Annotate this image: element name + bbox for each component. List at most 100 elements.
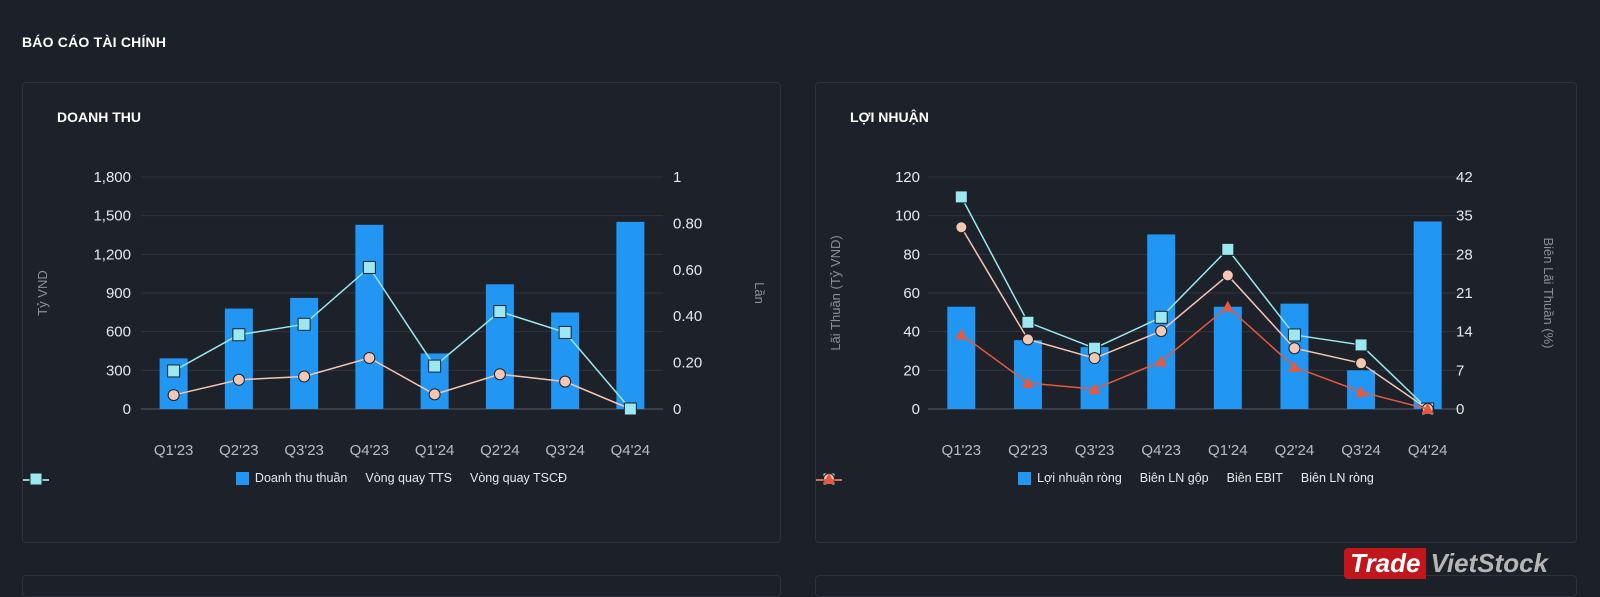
y2-axis-title: Biên Lãi Thuần (%): [1541, 237, 1556, 348]
data-point: [493, 368, 506, 381]
legend-item[interactable]: Biên LN gộp: [816, 471, 1209, 485]
y-tick-label: 1,200: [93, 246, 131, 263]
data-point: [1154, 310, 1168, 324]
data-point: [1221, 269, 1234, 282]
watermark-part1: Trade: [1344, 548, 1427, 579]
legend-item[interactable]: Biên LN ròng: [816, 471, 1374, 485]
x-tick-label: Q3'24: [1341, 442, 1381, 459]
data-point: [1221, 300, 1234, 312]
data-point: [362, 260, 376, 274]
y2-tick-label: 0.20: [673, 355, 702, 372]
data-point: [297, 317, 311, 331]
data-point: [559, 375, 572, 388]
data-point: [1288, 361, 1301, 373]
legend-item[interactable]: Vòng quay TTS: [23, 471, 453, 485]
legend-marker: [29, 472, 43, 485]
x-tick-label: Q3'23: [284, 442, 324, 459]
data-point: [1355, 385, 1368, 397]
data-point: [1354, 338, 1368, 352]
data-point: [167, 389, 180, 402]
y-axis-title: Lãi Thuần (Tỷ VND): [828, 235, 843, 350]
y-axis-title: Tỷ VND: [35, 270, 50, 316]
y2-axis-title: Lần: [752, 282, 767, 304]
data-point: [623, 402, 637, 416]
bar: [1013, 340, 1042, 409]
data-point: [1355, 357, 1368, 370]
legend-label: Biên LN gộp: [1139, 471, 1209, 485]
x-tick-label: Q4'24: [1408, 442, 1448, 459]
y-tick-label: 80: [903, 246, 920, 263]
y2-tick-label: 0: [1456, 401, 1464, 418]
data-point: [1155, 355, 1168, 367]
bar: [1280, 303, 1309, 409]
legend-swatch: [235, 471, 249, 485]
x-tick-label: Q4'23: [350, 442, 390, 459]
series-line: [173, 266, 631, 410]
y2-tick-label: 28: [1456, 246, 1473, 263]
data-point: [1088, 383, 1101, 395]
data-point: [1021, 333, 1034, 346]
y-tick-label: 300: [106, 362, 131, 379]
legend-swatch: [23, 472, 49, 485]
chart-title: LỢI NHUẬN: [850, 109, 929, 125]
x-tick-label: Q2'24: [480, 442, 520, 459]
y-tick-label: 600: [106, 324, 131, 341]
legend-label: Doanh thu thuần: [254, 471, 348, 485]
legend-item[interactable]: Biên EBIT: [816, 471, 1283, 485]
data-point: [167, 364, 181, 378]
data-point: [1021, 315, 1035, 329]
series-line: [960, 196, 1429, 410]
y-tick-label: 1,500: [93, 208, 131, 225]
y-tick-label: 1,800: [93, 169, 131, 186]
profit-chart-card: LỢI NHUẬN 0 20 40 60 80 100 120 0 7 14 21 28 35 42 Lãi…: [815, 82, 1577, 543]
y-tick-label: 120: [895, 169, 920, 186]
legend-marker: [823, 473, 835, 484]
y2-tick-label: 0: [673, 401, 681, 418]
x-tick-label: Q3'23: [1075, 442, 1115, 459]
y-tick-label: 0: [912, 401, 920, 418]
watermark-logo: Trade VietStock: [1344, 548, 1552, 579]
y2-tick-label: 0.40: [673, 308, 702, 325]
data-point: [232, 373, 245, 386]
x-tick-label: Q2'23: [219, 442, 259, 459]
data-point: [1021, 377, 1034, 389]
bar: [1213, 306, 1242, 409]
chart-title: DOANH THU: [57, 109, 141, 125]
series-biên-ln-ròng: [955, 300, 1434, 414]
legend-label: Lợi nhuận ròng: [1037, 471, 1122, 485]
legend-item[interactable]: Vòng quay TSCĐ: [23, 471, 567, 485]
page-title: BÁO CÁO TÀI CHÍNH: [22, 34, 167, 50]
y-tick-label: 0: [123, 401, 131, 418]
legend-item[interactable]: Doanh thu thuần: [235, 471, 348, 485]
data-point: [493, 305, 507, 319]
x-tick-label: Q4'23: [1141, 442, 1181, 459]
data-point: [428, 359, 442, 373]
legend-label: Vòng quay TTS: [365, 471, 453, 485]
series-line: [960, 226, 1429, 410]
series-line: [173, 357, 631, 410]
data-point: [558, 325, 572, 339]
bar: [224, 308, 253, 409]
x-tick-label: Q3'24: [545, 442, 585, 459]
data-point: [232, 328, 246, 342]
y-tick-label: 100: [895, 208, 920, 225]
legend-label: Biên EBIT: [1226, 471, 1283, 485]
bar: [355, 224, 384, 409]
x-tick-label: Q1'24: [1208, 442, 1248, 459]
x-tick-label: Q1'24: [415, 442, 455, 459]
series-vòng-quay-tts: [167, 351, 637, 415]
y-tick-label: 60: [903, 285, 920, 302]
x-tick-label: Q1'23: [942, 442, 982, 459]
y-tick-label: 40: [903, 324, 920, 341]
data-point: [298, 370, 311, 383]
bar: [1413, 221, 1442, 409]
data-point: [1288, 342, 1301, 355]
legend-item[interactable]: Lợi nhuận ròng: [1018, 471, 1122, 485]
y2-tick-label: 0.80: [673, 215, 702, 232]
data-point: [955, 328, 968, 340]
y2-tick-label: 0.60: [673, 262, 702, 279]
data-point: [955, 221, 968, 234]
chart-legend: Doanh thu thuần Vòng quay TTS Vòng quay TS…: [23, 471, 780, 485]
y2-tick-label: 21: [1456, 285, 1473, 302]
revenue-chart-card: DOANH THU 0 300 600 900 1,200 1,500 1,800 0 0.20…: [22, 82, 781, 543]
